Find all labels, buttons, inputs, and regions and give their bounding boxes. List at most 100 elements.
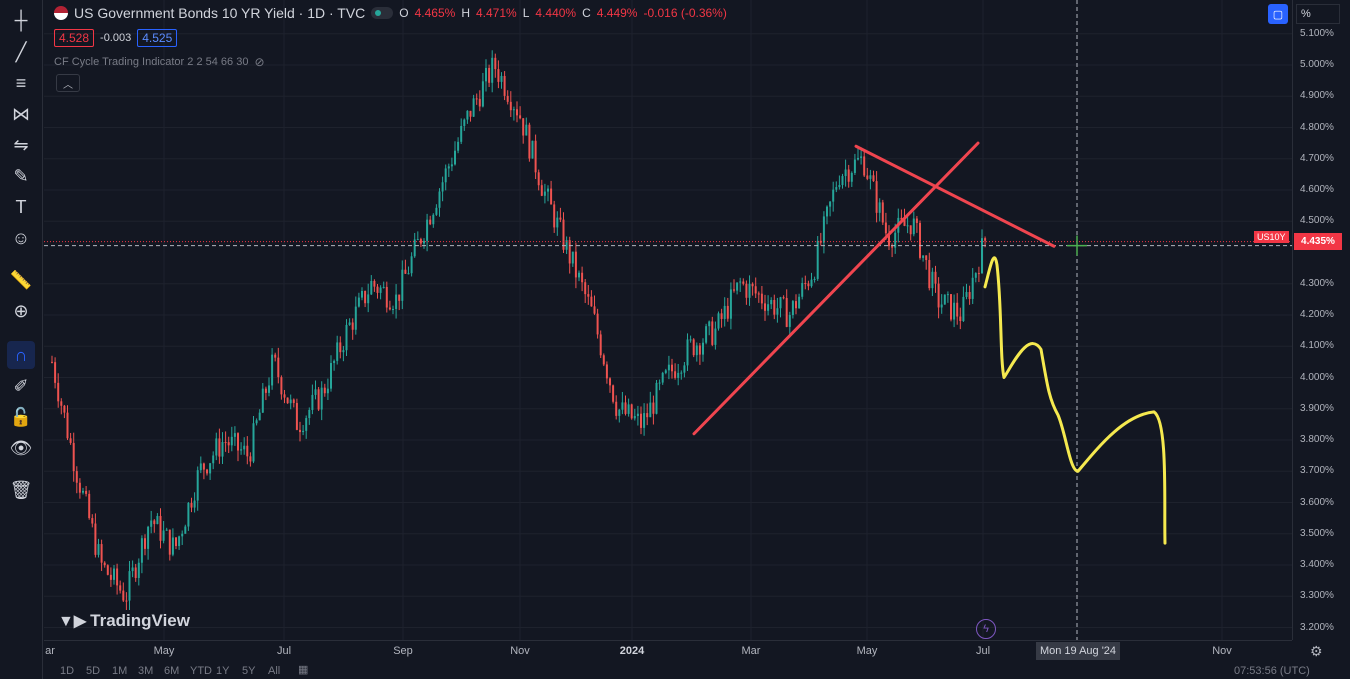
candle-body: [317, 389, 320, 410]
candle-body: [63, 405, 66, 413]
candle-body: [754, 286, 757, 294]
candle-body: [822, 216, 825, 243]
close-value: 4.449%: [596, 6, 638, 20]
range-button[interactable]: 1Y: [216, 665, 230, 677]
price-tick: 3.600%: [1300, 496, 1334, 508]
candle-body: [612, 385, 615, 402]
candle-body: [683, 365, 686, 373]
candle-body: [928, 260, 931, 289]
candle-body: [379, 287, 382, 293]
candle-body: [664, 370, 667, 373]
candle-body: [168, 529, 171, 555]
candle-body: [404, 269, 407, 274]
candle-body: [816, 240, 819, 279]
candle-body: [757, 293, 760, 295]
candle-body: [636, 413, 639, 417]
lightning-icon[interactable]: ϟ: [976, 619, 996, 639]
candle-body: [330, 363, 332, 389]
lock-icon[interactable]: 🔓: [9, 406, 33, 427]
candle-body: [398, 294, 401, 301]
candle-body: [543, 191, 546, 196]
bid-button[interactable]: 4.528: [54, 29, 95, 47]
candle-body: [88, 493, 91, 519]
candle-body: [934, 271, 937, 284]
gear-icon[interactable]: ⚙: [1310, 643, 1323, 659]
candle-body: [733, 289, 735, 291]
time-tick: Jul: [276, 645, 292, 657]
brush-icon[interactable]: ✎: [13, 165, 29, 186]
clock-label[interactable]: 07:53:56 (UTC): [1234, 665, 1310, 677]
ruler-icon[interactable]: 📏: [9, 269, 33, 290]
range-button[interactable]: 1D: [60, 665, 75, 677]
candle-body: [519, 115, 522, 119]
range-button[interactable]: 5Y: [242, 665, 256, 677]
candle-body: [271, 354, 274, 386]
candle-body: [224, 442, 227, 444]
collapse-legend-button[interactable]: ︿: [56, 74, 80, 92]
candle-body: [305, 418, 308, 431]
percent-scale-button[interactable]: %: [1296, 4, 1340, 24]
magnet-icon[interactable]: ∩: [7, 341, 35, 369]
candle-body: [959, 316, 962, 322]
candle-body: [447, 166, 450, 169]
text-icon[interactable]: T: [15, 196, 27, 217]
candle-body: [965, 292, 968, 297]
ask-button[interactable]: 4.525: [137, 29, 178, 47]
candle-body: [410, 256, 413, 274]
high-label: H: [461, 6, 470, 20]
zoom-in-icon[interactable]: ⊕: [13, 300, 29, 321]
time-tick: Sep: [393, 645, 413, 657]
price-chart[interactable]: [44, 0, 1292, 640]
candle-body: [847, 169, 850, 182]
candle-body: [578, 272, 580, 278]
candle-body: [227, 442, 230, 446]
candle-body: [209, 463, 212, 474]
current-price-tag: 4.435%: [1294, 233, 1342, 250]
range-button[interactable]: 1M: [112, 665, 128, 677]
calendar-icon[interactable]: ▦: [298, 664, 309, 676]
price-axis[interactable]: [1292, 0, 1350, 640]
candle-body: [915, 218, 918, 223]
range-button[interactable]: 6M: [164, 665, 180, 677]
support-trendline: [692, 141, 980, 436]
candle-body: [292, 399, 295, 403]
cursor-time-label: Mon 19 Aug '24: [1036, 642, 1120, 660]
candle-body: [419, 239, 422, 244]
candle-body: [212, 455, 215, 464]
candle-body: [308, 409, 311, 419]
range-button[interactable]: 5D: [86, 665, 101, 677]
candle-body: [280, 377, 283, 395]
lock-drawing-icon[interactable]: ✐: [13, 375, 29, 396]
trendline-icon[interactable]: ╱: [15, 41, 27, 62]
hidden-eye-icon[interactable]: ⊘: [254, 55, 265, 69]
forecast-icon[interactable]: ⇋: [13, 134, 29, 155]
candle-body: [199, 463, 202, 471]
candle-body: [181, 533, 184, 537]
candle-body: [113, 568, 115, 580]
candle-body: [680, 372, 683, 374]
candle-body: [807, 283, 810, 287]
fib-icon[interactable]: ≡: [15, 72, 27, 93]
eye-icon[interactable]: 👁: [9, 437, 33, 458]
candle-body: [60, 401, 63, 406]
candle-body: [57, 382, 60, 402]
range-button[interactable]: All: [268, 665, 281, 677]
candle-body: [562, 219, 565, 250]
range-button[interactable]: YTD: [190, 665, 212, 677]
time-axis[interactable]: [44, 640, 1292, 663]
trash-icon[interactable]: 🗑: [9, 479, 33, 500]
range-button[interactable]: 3M: [138, 665, 154, 677]
pattern-icon[interactable]: ⋈: [12, 103, 30, 124]
open-label: O: [399, 6, 409, 20]
candle-body: [395, 294, 398, 309]
indicator-label[interactable]: CF Cycle Trading Indicator 2 2 54 66 30: [54, 56, 249, 68]
symbol-title[interactable]: US Government Bonds 10 YR Yield · 1D · T…: [74, 5, 366, 21]
candle-body: [286, 397, 289, 404]
candle-body: [739, 281, 742, 283]
settings-icon[interactable]: ▢: [1268, 4, 1288, 24]
crosshair-icon[interactable]: ┼: [14, 9, 28, 30]
candle-body: [903, 219, 906, 226]
candle-body: [320, 387, 323, 410]
emoji-icon[interactable]: ☺: [11, 227, 31, 248]
candle-body: [863, 156, 866, 176]
